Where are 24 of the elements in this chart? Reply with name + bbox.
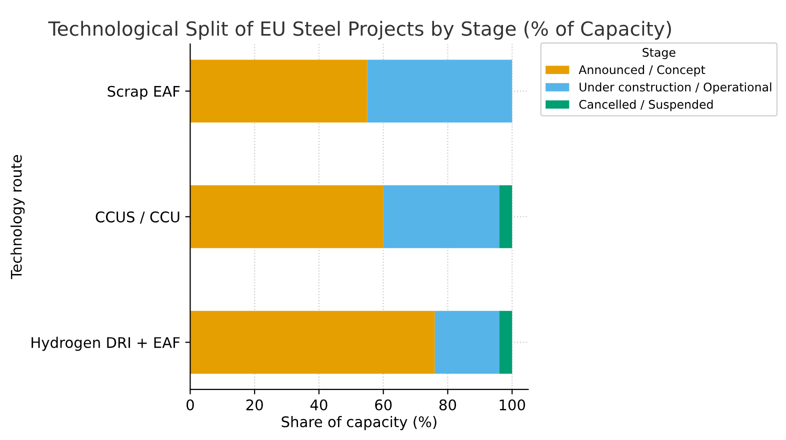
x-tick-label: 60 [375,399,392,410]
x-tick-label: 0 [186,399,194,410]
legend-label: Cancelled / Suspended [579,100,713,112]
y-tick-label: Scrap EAF [108,86,180,100]
legend-label: Announced / Concept [578,65,706,76]
x-tick-label: 80 [439,399,456,410]
chart-title: Technological Split of EU Steel Projects by Stage (% of Capacity) [48,20,671,40]
x-tick-label: 40 [310,399,328,410]
bar [190,310,435,374]
y-tick-label: CCUS / CCU [96,211,180,224]
x-tick-label: 100 [500,399,526,410]
bar [499,310,512,374]
x-tick-label: 20 [246,399,263,410]
bar [367,60,512,122]
x-axis-title: Share of capacity (%) [282,416,436,430]
bar [499,185,512,248]
y-axis-title: Technology route [10,155,25,280]
bar [190,60,368,122]
y-tick-label: Hydrogen DRI + EAF [32,336,180,351]
bar [383,185,500,248]
legend-title: Stage [642,48,676,60]
legend-label: Under construction / Operational [580,82,772,94]
bar [190,185,384,248]
bar [434,310,500,374]
